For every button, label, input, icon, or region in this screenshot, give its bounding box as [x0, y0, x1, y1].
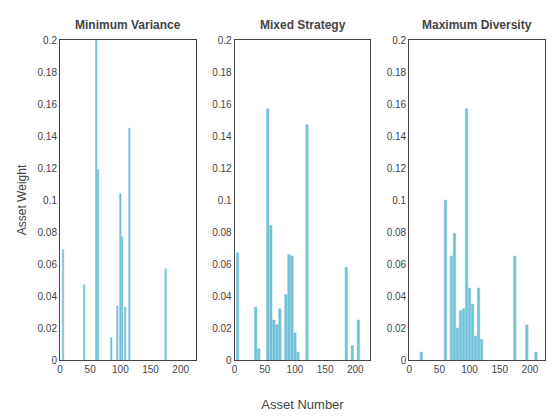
svg-text:150: 150	[317, 364, 334, 375]
svg-text:150: 150	[142, 364, 159, 375]
svg-text:0.14: 0.14	[387, 131, 407, 142]
svg-text:0.02: 0.02	[387, 323, 407, 334]
svg-text:0.08: 0.08	[212, 227, 232, 238]
svg-text:0: 0	[406, 364, 412, 375]
svg-text:150: 150	[491, 364, 508, 375]
svg-text:0.16: 0.16	[212, 99, 232, 110]
svg-text:0.18: 0.18	[212, 67, 232, 78]
svg-text:Mixed Strategy: Mixed Strategy	[260, 18, 346, 32]
svg-text:0.1: 0.1	[218, 195, 232, 206]
svg-text:0.18: 0.18	[38, 67, 58, 78]
svg-text:0.16: 0.16	[387, 99, 407, 110]
svg-text:Asset Weight: Asset Weight	[15, 164, 29, 235]
svg-text:0.1: 0.1	[43, 195, 57, 206]
svg-text:0.12: 0.12	[387, 163, 407, 174]
svg-text:50: 50	[434, 364, 446, 375]
svg-text:0: 0	[57, 364, 63, 375]
svg-text:100: 100	[287, 364, 304, 375]
svg-text:0.06: 0.06	[387, 259, 407, 270]
svg-text:0.14: 0.14	[38, 131, 58, 142]
svg-text:0.02: 0.02	[212, 323, 232, 334]
svg-text:0.12: 0.12	[212, 163, 232, 174]
svg-text:Maximum Diversity: Maximum Diversity	[422, 18, 532, 32]
svg-text:50: 50	[259, 364, 271, 375]
svg-text:0.04: 0.04	[212, 291, 232, 302]
svg-text:0.2: 0.2	[43, 35, 57, 46]
svg-text:100: 100	[112, 364, 129, 375]
svg-text:0.16: 0.16	[38, 99, 58, 110]
svg-text:0.06: 0.06	[38, 259, 58, 270]
svg-text:0: 0	[51, 355, 57, 366]
svg-text:0: 0	[401, 355, 407, 366]
svg-text:50: 50	[85, 364, 97, 375]
svg-text:0.04: 0.04	[38, 291, 58, 302]
svg-text:0.12: 0.12	[38, 163, 58, 174]
svg-text:0.1: 0.1	[392, 195, 406, 206]
svg-text:0: 0	[226, 355, 232, 366]
svg-text:0.02: 0.02	[38, 323, 58, 334]
svg-text:0.18: 0.18	[387, 67, 407, 78]
svg-text:0.14: 0.14	[212, 131, 232, 142]
svg-text:0: 0	[232, 364, 238, 375]
svg-text:0.08: 0.08	[38, 227, 58, 238]
svg-text:0.2: 0.2	[392, 35, 406, 46]
svg-text:200: 200	[347, 364, 364, 375]
svg-text:0.2: 0.2	[218, 35, 232, 46]
svg-text:200: 200	[522, 364, 539, 375]
svg-text:200: 200	[172, 364, 189, 375]
svg-text:Minimum Variance: Minimum Variance	[75, 18, 181, 32]
svg-text:Asset Number: Asset Number	[261, 397, 344, 412]
svg-text:100: 100	[461, 364, 478, 375]
svg-text:0.04: 0.04	[387, 291, 407, 302]
svg-text:0.08: 0.08	[387, 227, 407, 238]
svg-text:0.06: 0.06	[212, 259, 232, 270]
